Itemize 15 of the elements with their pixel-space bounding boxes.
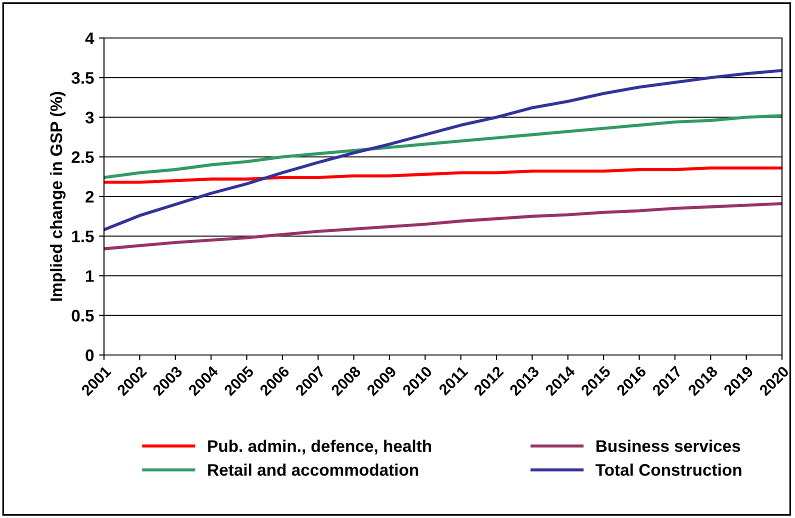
- y-tick-label: 2.5: [72, 151, 94, 164]
- y-tick-label: 0.5: [72, 310, 94, 322]
- y-tick-label: 1.5: [72, 230, 94, 242]
- y-tick-label: 3: [85, 112, 94, 124]
- legend-label: Retail and accommodation: [208, 464, 418, 476]
- y-tick-label: 3.5: [71, 72, 94, 84]
- legend-label: Business services: [596, 440, 740, 452]
- legend-label: Total Construction: [596, 464, 742, 476]
- y-tick-label: 0: [86, 349, 94, 362]
- y-axis-title: Implied change in GSP (%): [50, 92, 66, 301]
- legend-label: Pub. admin., defence, health: [208, 440, 432, 454]
- y-tick-label: 2: [86, 190, 94, 203]
- y-tick-label: 1: [86, 270, 94, 282]
- line-series: [104, 166, 782, 184]
- y-tick-label: 4: [85, 32, 94, 44]
